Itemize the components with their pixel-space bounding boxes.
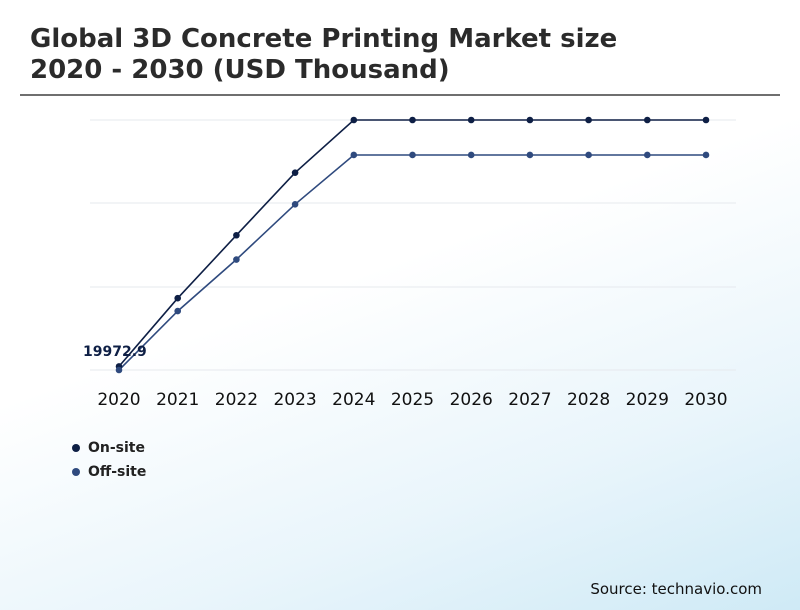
x-tick-label-2027: 2027: [508, 390, 551, 410]
series-points: [115, 116, 710, 374]
data-point-off-site-2020: [115, 366, 123, 374]
data-point-off-site-2021: [174, 307, 181, 315]
data-point-on-site-2030: [702, 116, 710, 124]
legend-label-on-site: On-site: [88, 440, 145, 456]
data-point-off-site-2024: [350, 151, 358, 159]
data-point-on-site-2028: [585, 116, 592, 124]
legend-marker-off-site: [72, 468, 80, 476]
legend-item-off-site: Off-site: [72, 460, 146, 484]
chart-title: Global 3D Concrete Printing Market size …: [30, 24, 730, 86]
title-line-1: Global 3D Concrete Printing Market size: [30, 24, 618, 54]
x-tick-label-2020: 2020: [97, 390, 140, 410]
data-point-on-site-2027: [526, 116, 534, 124]
source-credit: Source: technavio.com: [590, 580, 762, 598]
data-label-first-value: 19972.9: [83, 344, 147, 360]
data-point-off-site-2023: [291, 201, 299, 208]
data-point-on-site-2026: [467, 116, 475, 124]
x-tick-label-2023: 2023: [273, 390, 316, 410]
data-point-off-site-2022: [233, 256, 240, 263]
x-tick-label-2030: 2030: [684, 390, 727, 410]
x-tick-label-2024: 2024: [332, 390, 375, 410]
data-point-on-site-2029: [644, 116, 651, 124]
data-point-off-site-2030: [702, 151, 710, 159]
x-axis-ticks: 2020 2021 2022 2023 2024 2025 2026 2027 2028 2029…: [97, 390, 727, 410]
data-point-on-site-2024: [350, 116, 358, 124]
x-tick-label-2028: 2028: [567, 390, 610, 410]
x-tick-label-2021: 2021: [156, 390, 199, 410]
x-tick-label-2026: 2026: [450, 390, 493, 410]
legend: On-site Off-site: [72, 436, 146, 484]
x-tick-label-2022: 2022: [215, 390, 258, 410]
data-point-on-site-2025: [409, 116, 416, 124]
data-point-off-site-2027: [526, 151, 534, 159]
data-point-off-site-2028: [585, 151, 592, 159]
legend-label-off-site: Off-site: [88, 464, 147, 480]
data-point-on-site-2022: [233, 231, 240, 239]
data-point-off-site-2026: [467, 151, 475, 159]
x-tick-label-2025: 2025: [391, 390, 434, 410]
data-point-on-site-2023: [291, 169, 299, 176]
data-point-off-site-2029: [644, 151, 651, 159]
title-line-2: 2020 - 2030 (USD Thousand): [30, 55, 450, 85]
data-point-on-site-2021: [174, 294, 181, 302]
title-divider: [20, 94, 780, 96]
x-tick-label-2029: 2029: [626, 390, 669, 410]
legend-item-on-site: On-site: [72, 436, 146, 460]
data-point-off-site-2025: [409, 151, 416, 159]
legend-marker-on-site: [72, 444, 80, 452]
series-line-off-site: [118, 154, 706, 371]
